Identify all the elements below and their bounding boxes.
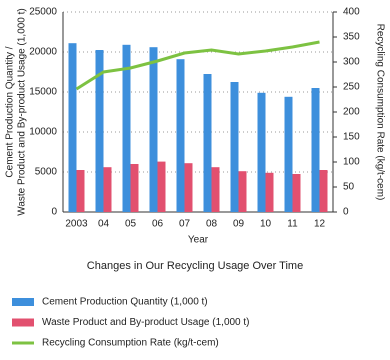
- bar: [103, 167, 112, 212]
- y-tick-label: 15000: [29, 87, 57, 98]
- y2-tick-label: 100: [343, 157, 360, 168]
- x-tick-label: 04: [98, 219, 110, 230]
- y-axis-label: Cement Production Quantity /: [5, 46, 16, 177]
- bar: [176, 59, 185, 213]
- bar: [157, 161, 166, 212]
- x-tick-label: 08: [206, 219, 218, 230]
- line: [75, 40, 320, 91]
- bar: [130, 164, 139, 212]
- y-tick-label: 10000: [29, 127, 57, 138]
- y-axis-label: Waste Product and By-product Usage (1,00…: [17, 8, 28, 216]
- y-tick-label: 25000: [29, 7, 57, 18]
- bar: [284, 96, 293, 212]
- x-tick-label: 12: [314, 219, 326, 230]
- legend-label: Cement Production Quantity (1,000 t): [42, 297, 208, 308]
- bar: [265, 172, 274, 212]
- bar: [203, 74, 212, 212]
- bar: [211, 167, 220, 212]
- legend-label: Recycling Consumption Rate (kg/t-cem): [42, 338, 219, 349]
- y2-tick-label: 350: [343, 32, 360, 43]
- y-tick-label: 5000: [35, 167, 58, 178]
- bar: [257, 92, 266, 212]
- x-tick-label: 05: [125, 219, 137, 230]
- y2-tick-label: 0: [343, 207, 349, 218]
- bar: [95, 50, 104, 212]
- legend-label: Waste Product and By-product Usage (1,00…: [42, 317, 250, 328]
- chart-title: Changes in Our Recycling Usage Over Time: [87, 260, 303, 272]
- x-tick-label: 07: [179, 219, 191, 230]
- x-tick-label: 11: [287, 219, 298, 230]
- bar: [230, 82, 239, 212]
- bar: [68, 43, 77, 213]
- y2-tick-label: 400: [343, 7, 360, 18]
- y2-tick-label: 200: [343, 107, 360, 118]
- y2-tick-label: 50: [343, 182, 355, 193]
- legend-swatch: [12, 298, 34, 306]
- y2-axis-label: Recycling Consumption Rate (kg/t-cem): [374, 24, 385, 201]
- x-tick-label: 06: [152, 219, 164, 230]
- bar: [238, 171, 247, 212]
- bar: [122, 44, 131, 212]
- bar: [311, 88, 320, 212]
- bar: [149, 47, 158, 213]
- x-axis-label: Year: [188, 235, 209, 246]
- x-tick-label: 2003: [65, 219, 88, 230]
- y2-tick-label: 300: [343, 57, 360, 68]
- bar: [184, 163, 193, 212]
- bar: [292, 174, 301, 212]
- legend-swatch: [12, 318, 34, 327]
- y-tick-label: 0: [51, 207, 57, 218]
- x-tick-label: 09: [233, 219, 245, 230]
- y2-tick-label: 150: [343, 132, 360, 143]
- bar: [76, 170, 85, 212]
- x-tick-label: 10: [260, 219, 272, 230]
- y2-tick-label: 250: [343, 82, 360, 93]
- y-tick-label: 20000: [29, 47, 57, 58]
- bar: [319, 170, 328, 212]
